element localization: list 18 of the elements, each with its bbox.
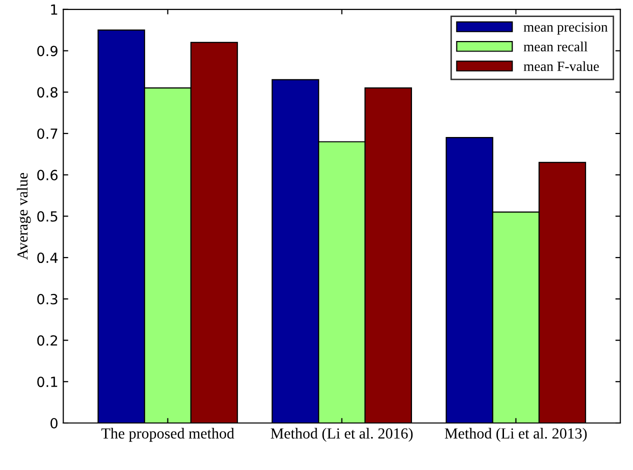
y-tick-label: 0.1 (37, 376, 58, 388)
y-tick-label: 0.3 (37, 294, 58, 304)
y-tick-label: 0.9 (37, 46, 58, 56)
legend-label: mean precision (524, 22, 608, 35)
x-tick-label: The proposed method (101, 428, 234, 442)
y-axis-title: Average value (16, 172, 31, 260)
y-tick-label: 0.5 (37, 211, 58, 222)
y-tick-label: 0.4 (37, 252, 58, 264)
legend-label: mean recall (524, 42, 588, 52)
y-tick-label: 1 (51, 4, 58, 15)
y-tick-label: 0 (50, 418, 58, 428)
y-tick-label: 0.2 (37, 335, 58, 346)
y-tick-label: 0.6 (37, 170, 58, 180)
x-tick-label: Method (Li et al. 2016) (270, 428, 413, 442)
x-tick-label: Method (Li et al. 2013) (444, 428, 587, 442)
y-tick-label: 0.8 (37, 87, 58, 98)
legend-label: mean F-value (524, 61, 599, 72)
y-tick-label: 0.7 (37, 128, 58, 139)
